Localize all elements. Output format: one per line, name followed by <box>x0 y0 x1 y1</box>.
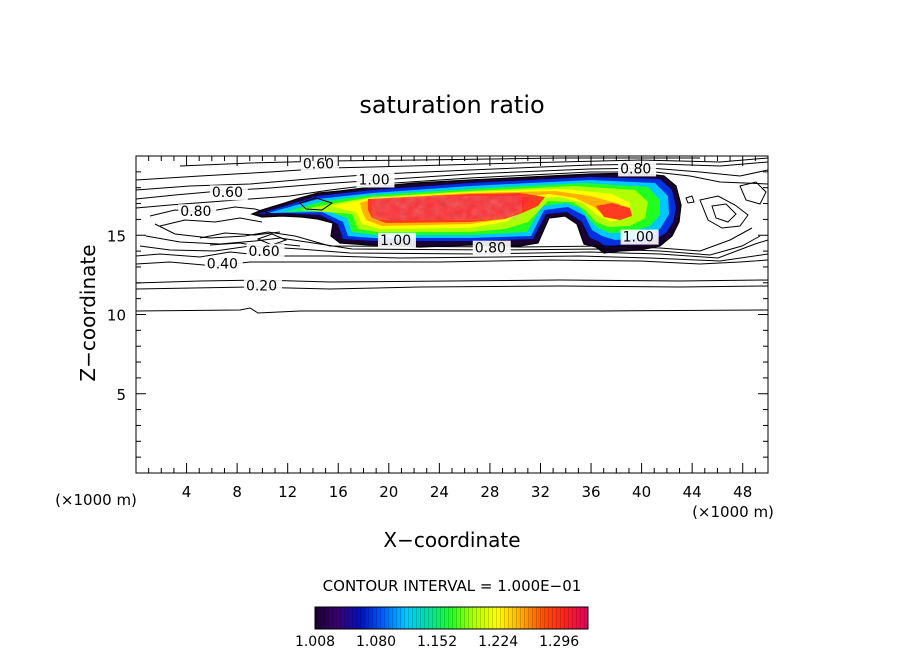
x-tick-label: 4 <box>182 483 192 501</box>
chart-title: saturation ratio <box>359 91 544 119</box>
contour-label: 0.20 <box>246 279 277 295</box>
contour-label-bg <box>356 172 395 188</box>
colorbar: 1.008 1.080 1.152 1.224 1.296 <box>295 606 589 650</box>
contour-labels: 0.60 0.801.000.600.801.00 0.801.000.600.40… <box>178 156 659 295</box>
contour-label-bg <box>243 278 282 294</box>
y-tick-label: 10 <box>107 307 126 325</box>
colorbar-tick-label: 1.296 <box>539 634 579 650</box>
contour-label: 0.80 <box>180 204 211 220</box>
x-unit-label-left: (×1000 m) <box>55 491 137 509</box>
x-axis-ticks: 4 8 12 16 20 24 28 32 36 40 44 48 <box>148 156 756 501</box>
x-tick-label: 20 <box>379 483 398 501</box>
contour-label-bg <box>209 185 248 201</box>
contour-label-bg <box>178 204 217 220</box>
contour-label-bg <box>377 232 416 248</box>
contour-label: 0.60 <box>212 185 243 201</box>
y-axis-ticks: 5 10 15 <box>107 171 768 458</box>
contour-label: 0.40 <box>207 257 238 273</box>
x-tick-label: 24 <box>430 483 449 501</box>
contour-label: 1.00 <box>380 233 411 249</box>
x-tick-label: 40 <box>632 483 651 501</box>
plot-area: 0.60 0.801.000.600.801.00 0.801.000.600.40… <box>107 155 769 501</box>
contour-label-bg <box>620 229 659 245</box>
x-tick-label: 12 <box>278 483 297 501</box>
colorbar-tick-label: 1.224 <box>478 634 518 650</box>
x-tick-label: 36 <box>581 483 600 501</box>
colorbar-tick-label: 1.008 <box>295 634 335 650</box>
x-unit-label-right: (×1000 m) <box>692 503 774 521</box>
contour-label: 0.80 <box>620 161 651 177</box>
contour-label: 1.00 <box>623 230 654 246</box>
contour-label-bg <box>246 243 285 259</box>
contour-label-bg <box>300 156 339 172</box>
x-tick-label: 44 <box>683 483 702 501</box>
colorbar-tick-label: 1.080 <box>356 634 396 650</box>
x-tick-label: 8 <box>232 483 242 501</box>
contour-label: 0.60 <box>248 244 279 260</box>
contour-label: 0.80 <box>475 241 506 257</box>
contour-label: 1.00 <box>358 173 389 189</box>
contour-label-bg <box>204 256 243 272</box>
contour-label: 0.60 <box>303 157 334 173</box>
contour-label-bg <box>618 161 657 177</box>
x-tick-label: 48 <box>733 483 752 501</box>
y-axis-label: Z−coordinate <box>76 244 100 381</box>
x-tick-label: 16 <box>329 483 348 501</box>
x-tick-label: 28 <box>480 483 499 501</box>
saturation-fill <box>252 173 681 253</box>
y-tick-label: 5 <box>116 386 126 404</box>
colorbar-tick-label: 1.152 <box>417 634 457 650</box>
x-tick-label: 32 <box>531 483 550 501</box>
contour-label-bg <box>472 240 511 256</box>
y-tick-label: 15 <box>107 227 126 245</box>
x-axis-label: X−coordinate <box>383 528 520 552</box>
contour-interval-label: CONTOUR INTERVAL = 1.000E−01 <box>323 577 582 595</box>
colorbar-tick-labels: 1.008 1.080 1.152 1.224 1.296 <box>295 634 579 650</box>
